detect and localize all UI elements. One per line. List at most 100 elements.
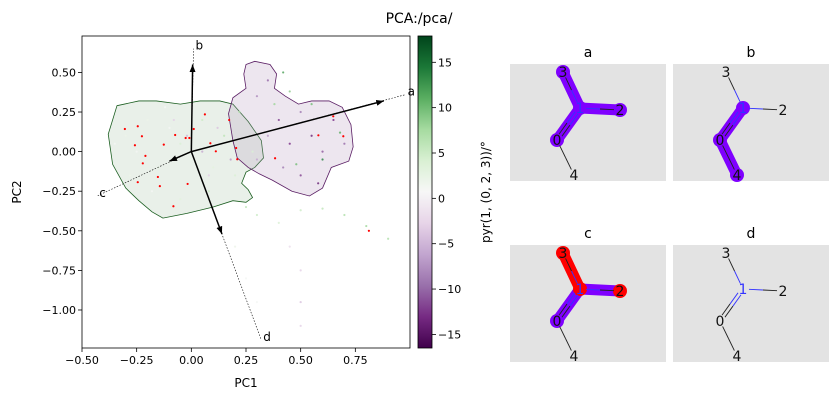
bond-0-1 [724,305,734,318]
highlight-point [235,146,238,150]
colorbar-tick-label: 0 [438,192,445,205]
bond-0-1 [569,113,579,126]
vector-arrow-a [191,99,384,153]
bond-1-3 [565,77,572,91]
atom-label-2: 2 [779,284,788,300]
bond-0-1 [721,122,731,135]
vector-label-a: a [408,85,415,99]
scatter-point [168,126,171,129]
scatter-point [129,174,132,177]
atom-label-0: 0 [716,133,725,149]
vector-arrow-c [169,150,192,162]
bond-0-1 [566,292,576,305]
scatter-point [255,158,259,161]
pca-scatter-plot: a b c d −0.50 −0.25 0.00 0.25 0.50 0.75 0.50 0.25 0.… [42,35,415,367]
bond-1-3 [565,258,572,272]
atom-label-4: 4 [733,349,742,365]
atom-label-4: 4 [570,349,579,365]
figure-title: PCA:/pca/ [386,11,453,27]
scatter-point [233,174,237,177]
atom-label-1: 1 [576,282,585,298]
bond-1-3 [571,270,578,284]
molecule-panel-title: d [747,226,756,242]
scatter-point [299,174,302,177]
bond-0-1 [732,294,742,307]
highlight-atom-2 [613,284,627,298]
scatter-point [201,150,204,153]
scatter-point [255,95,259,98]
scatter-point [124,134,127,137]
colorbar-tick-label: 15 [438,56,452,69]
highlight-point [156,175,159,179]
y-tick-label: 0.50 [52,66,77,79]
x-tick-label: 0.50 [288,354,313,367]
highlight-atom-4 [730,168,744,182]
molecule-panel-background [673,64,829,181]
colorbar: 15 10 5 0 −5 −10 −15 [417,35,461,349]
highlight-atom-1 [736,101,750,115]
scatter-point [277,221,280,224]
scatter-point [321,150,324,153]
cluster-region-1 [228,60,354,197]
molecule-panel-title: a [584,45,593,61]
bond-1-3 [734,89,741,103]
colorbar-tick-label: −15 [438,328,461,341]
scatter-point [201,118,204,122]
highlight-atom-1 [573,282,587,296]
scatter-point [332,118,335,122]
colorbar-tick-label: −5 [438,238,454,251]
scatter-point [288,142,291,145]
scatter-point [338,131,342,134]
scatter-point [299,300,302,304]
vector-arrow-b [189,64,196,152]
bond-1-2 [762,108,778,111]
highlight-point [203,113,206,116]
atom-label-1: 1 [576,101,585,117]
scatter-point [365,224,368,228]
scatter-point [179,142,182,145]
scatter-point [282,166,285,169]
highlight-point [123,127,126,131]
atom-label-4: 4 [733,168,742,184]
bond-1-3 [734,270,741,284]
bond-0-1 [561,305,571,318]
molecule-panel-a: a 01 2 3 4 [510,45,666,184]
highlight-point [144,154,147,157]
scatter-point [255,213,259,217]
scatter-point [207,174,210,177]
highlight-point [136,125,139,128]
scatter-point [282,71,285,74]
highlight-point [174,133,177,137]
scatter-point [266,79,269,82]
highlight-point [141,162,144,165]
highlight-point [236,158,239,161]
bond-1-2 [599,289,615,292]
atom-label-1: 1 [739,101,748,117]
y-tick-label: −0.25 [42,185,76,198]
bond-0-1 [729,111,739,124]
scatter-point [179,198,182,201]
bond-1-3 [728,77,735,91]
highlight-atom-2 [613,103,627,117]
atom-label-4: 4 [570,168,579,184]
molecule-panel-c: c 01 2 3 4 [510,226,666,365]
y-axis-label: PC2 [10,180,24,203]
bond-0-4 [728,338,735,351]
highlight-atom-3 [556,65,570,79]
highlight-point [273,157,277,160]
colorbar-tick-label: −10 [438,283,461,296]
y-tick-label: −1.00 [42,304,76,317]
cluster-region-0 [107,100,264,219]
scatter-point [223,134,226,137]
atom-label-2: 2 [616,284,625,300]
scatter-point [185,134,189,137]
scatter-point [310,103,313,106]
scatter-point [317,182,320,185]
scatter-point [310,134,313,137]
colorbar-tick-label: 10 [438,102,452,115]
scatter-point [113,142,116,145]
bond-1-3 [571,89,578,103]
scatter-point [255,300,259,304]
atom-label-1: 1 [739,282,748,298]
